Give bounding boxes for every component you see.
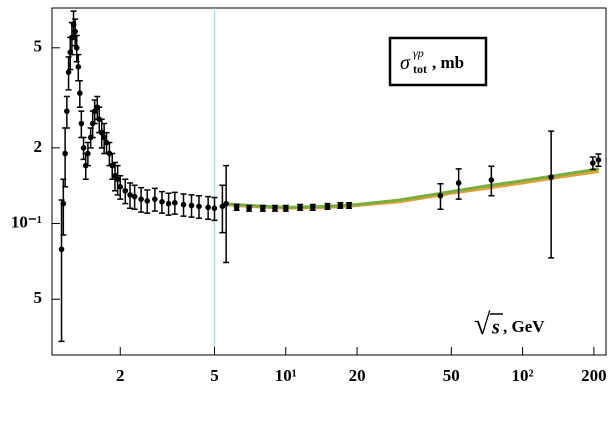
data-point <box>246 205 252 212</box>
data-point <box>138 196 144 202</box>
data-point <box>78 120 85 127</box>
data-point <box>98 129 105 136</box>
data-point <box>590 160 596 166</box>
x-tick-label: 10¹ <box>275 366 297 385</box>
data-point <box>180 201 187 208</box>
data-point <box>80 145 87 151</box>
fit-curve <box>224 167 600 209</box>
data-point <box>159 199 165 205</box>
error-bar <box>548 130 555 259</box>
data-point <box>309 204 316 211</box>
y-label-sub: tot <box>413 62 427 76</box>
data-point <box>548 174 554 180</box>
y-label-unit: , mb <box>432 53 464 72</box>
data-point <box>272 205 278 212</box>
y-tick-label: 5 <box>34 37 43 56</box>
data-point <box>346 202 352 209</box>
data-point <box>297 204 303 211</box>
x-label-unit: , GeV <box>503 317 545 336</box>
x-tick-label: 20 <box>349 366 366 385</box>
data-point <box>233 204 240 211</box>
data-point <box>131 193 138 200</box>
data-point <box>260 205 266 212</box>
x-label-var: s <box>491 317 500 339</box>
data-point <box>73 45 80 51</box>
x-tick-label: 2 <box>116 366 125 385</box>
data-point <box>172 199 178 206</box>
plot-area <box>58 8 602 355</box>
data-point <box>117 184 124 190</box>
data-point <box>72 28 78 35</box>
data-point <box>223 200 229 207</box>
x-tick-label: 5 <box>210 366 219 385</box>
legend-box <box>388 36 488 87</box>
y-label-sup: γp <box>413 46 424 60</box>
data-point <box>127 192 133 198</box>
data-point <box>165 200 172 207</box>
y-label: σ <box>400 52 411 74</box>
data-point <box>337 202 344 209</box>
y-tick-label: 2 <box>34 137 43 156</box>
data-point <box>77 90 83 96</box>
data-point <box>109 162 116 169</box>
x-tick-label: 200 <box>581 366 607 385</box>
data-point <box>58 246 65 253</box>
data-point <box>144 198 151 204</box>
x-label-root: √ <box>474 308 491 341</box>
data-point <box>65 69 72 75</box>
data-point <box>324 203 331 210</box>
y-tick-label: 5 <box>34 288 43 307</box>
data-point <box>64 108 70 114</box>
plot-frame <box>51 7 607 356</box>
data-point <box>211 205 218 212</box>
data-point <box>196 203 202 210</box>
data-point <box>60 200 67 207</box>
data-point <box>152 196 158 202</box>
data-point <box>75 64 82 70</box>
data-point <box>62 150 68 157</box>
data-point <box>437 192 444 199</box>
data-point <box>455 180 462 186</box>
data-point <box>122 187 129 194</box>
data-point <box>114 176 121 183</box>
data-point <box>85 150 91 157</box>
y-label-symbol: σ <box>400 52 411 74</box>
data-point <box>205 204 211 211</box>
x-tick-label: 50 <box>443 366 460 385</box>
y-tick-label: 10⁻¹ <box>11 212 42 231</box>
data-point <box>488 177 495 183</box>
data-point <box>595 157 602 163</box>
data-point <box>282 205 289 212</box>
data-point <box>101 134 107 141</box>
error-bar <box>223 164 230 264</box>
data-point <box>188 202 195 209</box>
error-bar <box>62 127 69 188</box>
x-tick-label: 10² <box>512 366 534 385</box>
